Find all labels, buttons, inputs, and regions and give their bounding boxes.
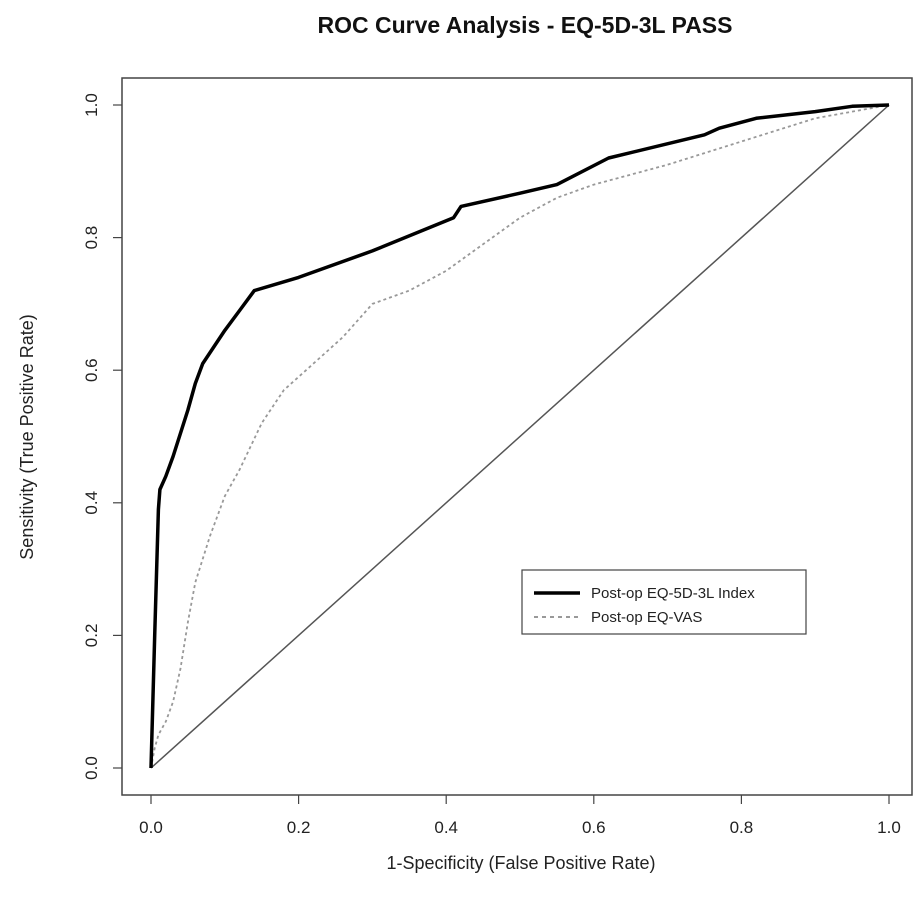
reference-diagonal-line bbox=[150, 104, 890, 769]
legend-label-index: Post-op EQ-5D-3L Index bbox=[591, 585, 755, 602]
chart-title: ROC Curve Analysis - EQ-5D-3L PASS bbox=[318, 12, 733, 38]
y-tick-label: 0.4 bbox=[82, 491, 101, 515]
series-line-eq5d-index bbox=[149, 103, 890, 769]
y-tick-label: 1.0 bbox=[82, 93, 101, 117]
y-tick-label: 0.0 bbox=[82, 756, 101, 780]
plot-frame bbox=[121, 77, 913, 796]
legend-label-vas: Post-op EQ-VAS bbox=[591, 609, 702, 626]
legend: Post-op EQ-5D-3L Index Post-op EQ-VAS bbox=[521, 569, 807, 635]
y-tick-label: 0.6 bbox=[82, 358, 101, 382]
series-layer bbox=[149, 103, 890, 769]
y-axis-label: Sensitivity (True Positive Rate) bbox=[17, 314, 37, 559]
y-axis: 0.0 0.2 0.4 0.6 0.8 1.0 bbox=[82, 93, 122, 780]
y-tick-label: 0.8 bbox=[82, 226, 101, 250]
x-tick-label: 0.2 bbox=[287, 818, 311, 837]
x-tick-label: 0.8 bbox=[730, 818, 754, 837]
series-line-eq-vas bbox=[150, 104, 890, 769]
x-tick-label: 0.0 bbox=[139, 818, 163, 837]
x-tick-label: 1.0 bbox=[877, 818, 901, 837]
legend-box bbox=[521, 569, 807, 635]
y-tick-label: 0.2 bbox=[82, 624, 101, 648]
x-axis-label: 1-Specificity (False Positive Rate) bbox=[386, 853, 655, 873]
x-tick-label: 0.6 bbox=[582, 818, 606, 837]
x-axis: 0.0 0.2 0.4 0.6 0.8 1.0 bbox=[139, 795, 901, 837]
x-tick-label: 0.4 bbox=[434, 818, 458, 837]
